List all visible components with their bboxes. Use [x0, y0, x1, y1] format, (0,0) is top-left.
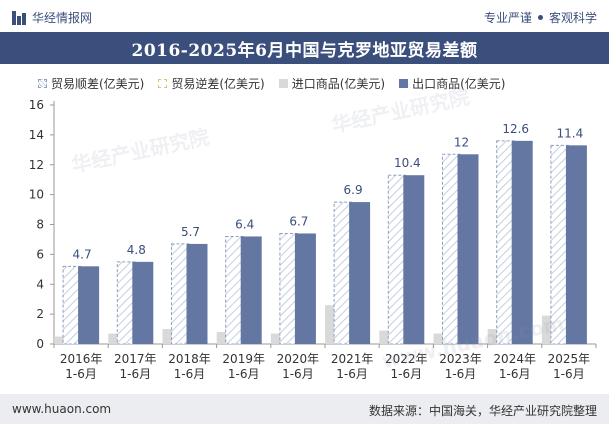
- x-tick-label: 1-6月: [445, 367, 477, 381]
- legend-item-import: 进口商品(亿美元): [278, 75, 386, 92]
- slogan: 专业严谨 客观科学: [484, 9, 597, 26]
- bar-chart: 02468101214164.72016年1-6月4.82017年1-6月5.7…: [29, 98, 597, 381]
- x-tick-label: 2019年: [222, 352, 265, 366]
- x-tick-label: 1-6月: [65, 367, 97, 381]
- y-tick-label: 8: [36, 218, 44, 232]
- data-source: 数据来源：中国海关，华经产业研究院整理: [368, 404, 597, 418]
- y-tick-label: 2: [36, 307, 44, 321]
- legend-item-surplus: 贸易顺差(亿美元): [38, 75, 144, 92]
- surplus-bar: [496, 140, 516, 345]
- x-tick-label: 1-6月: [553, 367, 585, 381]
- slogan-left: 专业严谨: [483, 11, 532, 25]
- surplus-bar: [333, 201, 353, 345]
- data-label: 10.4: [394, 156, 421, 170]
- legend-label-surplus: 贸易顺差(亿美元): [51, 77, 145, 91]
- y-tick-label: 14: [29, 128, 44, 142]
- x-tick-label: 2024年: [493, 352, 536, 366]
- title-bar: 2016-2025年6月中国与克罗地亚贸易差额: [0, 32, 609, 64]
- export-bar: [457, 154, 479, 344]
- x-tick-label: 2018年: [168, 352, 211, 366]
- legend-label-export: 出口商品(亿美元): [412, 77, 506, 91]
- legend-item-deficit: 贸易逆差(亿美元): [158, 75, 265, 92]
- export-bar: [132, 261, 154, 344]
- data-label: 4.7: [73, 247, 92, 261]
- export-bar: [565, 145, 587, 344]
- export-bar: [403, 175, 425, 344]
- data-label: 6.4: [235, 217, 254, 231]
- x-tick-label: 1-6月: [282, 367, 314, 381]
- x-tick-label: 1-6月: [119, 367, 151, 381]
- legend-label-deficit: 贸易逆差(亿美元): [171, 77, 265, 91]
- legend-swatch-deficit: [158, 79, 168, 88]
- x-tick-label: 2023年: [439, 352, 482, 366]
- data-label: 12: [454, 135, 469, 149]
- legend-swatch-export: [399, 79, 409, 88]
- x-tick-label: 1-6月: [390, 367, 422, 381]
- export-bar: [511, 140, 533, 344]
- data-label: 5.7: [181, 225, 200, 239]
- logo-text: 华经情报网: [32, 11, 93, 25]
- surplus-bar: [116, 261, 136, 345]
- data-label: 4.8: [127, 243, 146, 257]
- export-bar: [78, 266, 100, 344]
- x-tick-label: 1-6月: [228, 367, 260, 381]
- x-tick-label: 2025年: [548, 352, 591, 366]
- data-label: 12.6: [502, 122, 529, 136]
- x-tick-label: 2022年: [385, 352, 428, 366]
- y-tick-label: 12: [29, 158, 44, 172]
- slogan-right: 客观科学: [548, 11, 597, 25]
- data-label: 6.7: [289, 214, 308, 228]
- y-tick-label: 0: [36, 337, 44, 351]
- export-bar: [349, 202, 371, 344]
- x-tick-label: 2020年: [277, 352, 320, 366]
- x-tick-label: 2021年: [331, 352, 374, 366]
- data-label: 6.9: [344, 183, 363, 197]
- legend-label-import: 进口商品(亿美元): [291, 77, 386, 91]
- dot-separator-icon: [537, 15, 543, 20]
- y-tick-label: 16: [29, 98, 44, 112]
- y-tick-label: 6: [36, 247, 44, 261]
- export-bar: [186, 243, 208, 344]
- x-tick-label: 2016年: [60, 352, 103, 366]
- legend-swatch-import: [278, 79, 288, 88]
- x-tick-label: 1-6月: [499, 367, 531, 381]
- top-bar: 华经情报网 专业严谨 客观科学: [0, 0, 609, 32]
- data-label: 11.4: [557, 126, 584, 140]
- chart-legend: 贸易顺差(亿美元) 贸易逆差(亿美元) 进口商品(亿美元) 出口商品(亿美元): [38, 75, 506, 92]
- legend-swatch-surplus: [38, 79, 47, 88]
- y-tick-label: 10: [29, 188, 44, 202]
- x-tick-label: 2017年: [114, 352, 157, 366]
- x-tick-label: 1-6月: [174, 367, 206, 381]
- surplus-bar: [171, 243, 190, 345]
- logo-icon: [12, 10, 26, 25]
- y-tick-label: 4: [36, 277, 44, 291]
- export-bar: [240, 236, 262, 344]
- logo: 华经情报网: [12, 9, 92, 26]
- x-tick-label: 1-6月: [336, 367, 368, 381]
- footer: www.huaon.com 数据来源：中国海关，华经产业研究院整理: [0, 394, 609, 424]
- legend-item-export: 出口商品(亿美元): [399, 75, 506, 92]
- surplus-bar: [279, 232, 299, 345]
- export-bar: [294, 233, 316, 344]
- chart-title: 2016-2025年6月中国与克罗地亚贸易差额: [131, 40, 478, 61]
- site-link[interactable]: www.huaon.com: [12, 402, 112, 416]
